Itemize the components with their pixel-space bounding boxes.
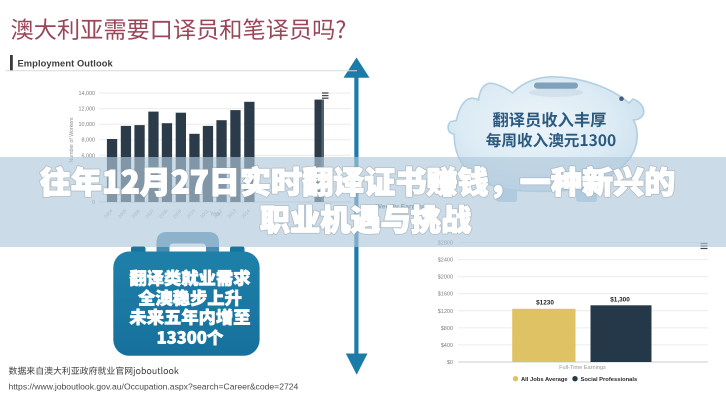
svg-text:Full-Time Earnings: Full-Time Earnings	[559, 365, 606, 371]
svg-text:$1230: $1230	[536, 299, 554, 306]
svg-text:14,000: 14,000	[79, 91, 96, 97]
svg-text:6,000: 6,000	[82, 153, 96, 159]
svg-text:$800: $800	[441, 326, 453, 332]
svg-text:Number of Workers: Number of Workers	[69, 117, 75, 162]
svg-text:12,000: 12,000	[79, 107, 96, 113]
svg-text:8,000: 8,000	[82, 138, 96, 144]
svg-text:Social Professionals: Social Professionals	[581, 377, 638, 383]
svg-text:$1,300: $1,300	[610, 297, 630, 304]
svg-text:10,000: 10,000	[79, 122, 96, 128]
svg-text:Employment Outlook: Employment Outlook	[18, 58, 114, 68]
svg-text:$2000: $2000	[438, 275, 453, 281]
svg-text:All Jobs Average: All Jobs Average	[521, 377, 568, 383]
svg-text:$1600: $1600	[438, 292, 453, 298]
svg-text:$0: $0	[447, 360, 453, 366]
svg-text:https://www.joboutlook.gov.au/: https://www.joboutlook.gov.au/Occupation…	[9, 382, 299, 392]
svg-text:$1200: $1200	[438, 309, 453, 315]
svg-text:$400: $400	[441, 343, 453, 349]
svg-text:$2400: $2400	[438, 258, 453, 264]
